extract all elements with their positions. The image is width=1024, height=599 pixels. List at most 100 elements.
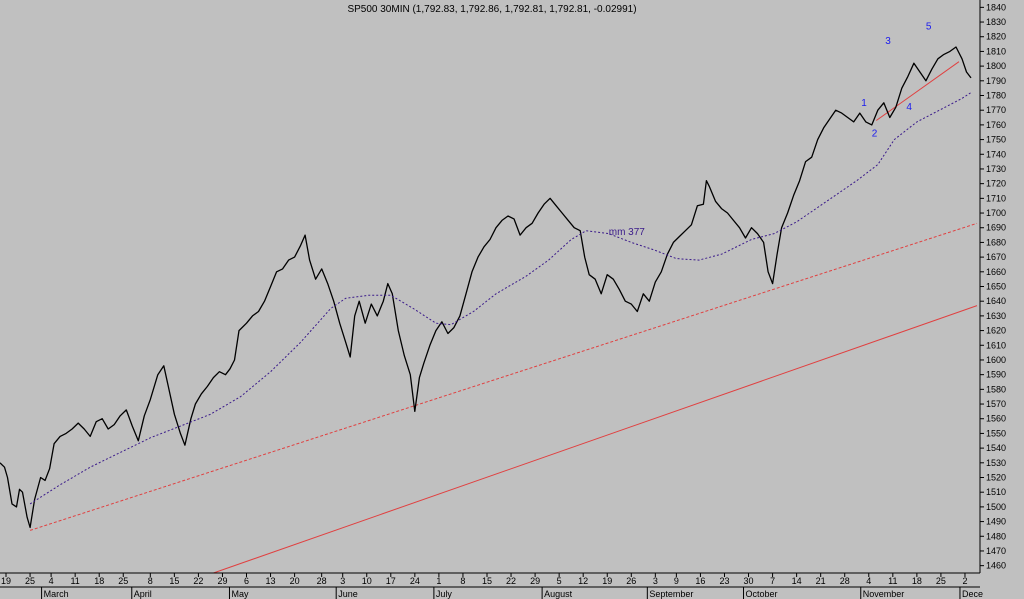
trendline bbox=[29, 222, 978, 531]
x-tick-label: 13 bbox=[266, 576, 276, 586]
y-tick-label: 1680 bbox=[986, 237, 1006, 247]
y-tick-label: 1580 bbox=[986, 384, 1006, 394]
y-tick-label: 1530 bbox=[986, 458, 1006, 468]
x-tick-label: 24 bbox=[410, 576, 420, 586]
y-tick-label: 1620 bbox=[986, 326, 1006, 336]
y-tick-label: 1760 bbox=[986, 120, 1006, 130]
y-tick-label: 1770 bbox=[986, 105, 1006, 115]
x-tick-label: 3 bbox=[653, 576, 658, 586]
x-tick-label: 3 bbox=[340, 576, 345, 586]
y-tick-label: 1840 bbox=[986, 2, 1006, 12]
y-tick-label: 1720 bbox=[986, 179, 1006, 189]
y-tick-label: 1700 bbox=[986, 208, 1006, 218]
y-tick-label: 1490 bbox=[986, 517, 1006, 527]
x-tick-label: 4 bbox=[49, 576, 54, 586]
y-tick-label: 1510 bbox=[986, 487, 1006, 497]
x-tick-label: 29 bbox=[217, 576, 227, 586]
annotations: mm 377 1 2 3 4 5 bbox=[609, 21, 932, 238]
x-tick-label: 14 bbox=[792, 576, 802, 586]
y-tick-label: 1830 bbox=[986, 17, 1006, 27]
y-tick-label: 1480 bbox=[986, 531, 1006, 541]
x-tick-label: 2 bbox=[962, 576, 967, 586]
x-tick-label: 12 bbox=[578, 576, 588, 586]
month-label: March bbox=[44, 589, 69, 599]
x-tick-label: 10 bbox=[362, 576, 372, 586]
y-tick-label: 1550 bbox=[986, 428, 1006, 438]
y-tick-label: 1730 bbox=[986, 164, 1006, 174]
y-tick-label: 1570 bbox=[986, 399, 1006, 409]
annotation-label: mm 377 bbox=[609, 227, 646, 238]
x-axis: 19 25 4 11 18 25 8 15 22 29 6 13 20 28 3 10 17 24 1 8 15 22 29… bbox=[0, 572, 983, 599]
x-tick-label: 8 bbox=[148, 576, 153, 586]
y-tick-label: 1810 bbox=[986, 46, 1006, 56]
y-tick-label: 1800 bbox=[986, 61, 1006, 71]
x-tick-label: 30 bbox=[744, 576, 754, 586]
annotation-label: 2 bbox=[872, 129, 878, 140]
y-tick-label: 1630 bbox=[986, 311, 1006, 321]
chart-title: SP500 30MIN (1,792.83, 1,792.86, 1,792.8… bbox=[347, 4, 636, 15]
y-tick-label: 1640 bbox=[986, 296, 1006, 306]
x-tick-label: 7 bbox=[770, 576, 775, 586]
x-tick-label: 11 bbox=[70, 576, 79, 586]
trendline bbox=[213, 305, 978, 574]
month-label: November bbox=[863, 589, 905, 599]
x-tick-label: 9 bbox=[674, 576, 679, 586]
y-tick-label: 1520 bbox=[986, 473, 1006, 483]
y-tick-label: 1590 bbox=[986, 370, 1006, 380]
y-tick-label: 1470 bbox=[986, 546, 1006, 556]
x-tick-label: 23 bbox=[719, 576, 729, 586]
x-tick-label: 15 bbox=[169, 576, 179, 586]
x-tick-label: 1 bbox=[436, 576, 441, 586]
x-tick-label: 21 bbox=[816, 576, 826, 586]
x-tick-label: 19 bbox=[1, 576, 11, 586]
x-tick-label: 25 bbox=[25, 576, 35, 586]
y-tick-label: 1790 bbox=[986, 76, 1006, 86]
month-label: July bbox=[436, 589, 453, 599]
month-label: October bbox=[746, 589, 778, 599]
y-tick-label: 1780 bbox=[986, 91, 1006, 101]
trendlines bbox=[29, 61, 978, 574]
x-tick-label: 18 bbox=[912, 576, 922, 586]
y-axis: 1460 1470 1480 1490 1500 1510 1520 1530 1540 1550… bbox=[979, 0, 1006, 573]
price-series-line bbox=[0, 46, 972, 529]
moving-average-line bbox=[29, 92, 972, 505]
y-tick-label: 1740 bbox=[986, 149, 1006, 159]
x-tick-label: 19 bbox=[602, 576, 612, 586]
x-tick-label: 28 bbox=[317, 576, 327, 586]
annotation-label: 1 bbox=[861, 98, 867, 109]
month-label: September bbox=[649, 589, 693, 599]
x-tick-label: 25 bbox=[936, 576, 946, 586]
month-label: August bbox=[544, 589, 573, 599]
x-tick-label: 20 bbox=[290, 576, 300, 586]
x-tick-label: 5 bbox=[557, 576, 562, 586]
annotation-label: 5 bbox=[926, 21, 932, 32]
x-tick-label: 17 bbox=[386, 576, 396, 586]
trendline bbox=[875, 61, 960, 121]
series bbox=[0, 46, 972, 529]
y-tick-label: 1710 bbox=[986, 193, 1006, 203]
y-tick-label: 1820 bbox=[986, 32, 1006, 42]
annotation-label: 4 bbox=[906, 102, 912, 113]
y-tick-label: 1670 bbox=[986, 252, 1006, 262]
y-tick-label: 1690 bbox=[986, 223, 1006, 233]
y-tick-label: 1750 bbox=[986, 135, 1006, 145]
x-tick-label: 4 bbox=[866, 576, 871, 586]
annotation-label: 3 bbox=[885, 36, 891, 47]
y-tick-label: 1460 bbox=[986, 561, 1006, 571]
x-tick-label: 29 bbox=[530, 576, 540, 586]
y-tick-label: 1650 bbox=[986, 282, 1006, 292]
y-tick-label: 1600 bbox=[986, 355, 1006, 365]
x-tick-label: 8 bbox=[460, 576, 465, 586]
month-label: Dece bbox=[962, 589, 983, 599]
x-tick-label: 6 bbox=[244, 576, 249, 586]
x-tick-label: 22 bbox=[193, 576, 203, 586]
x-tick-label: 22 bbox=[506, 576, 516, 586]
y-tick-label: 1660 bbox=[986, 267, 1006, 277]
y-tick-label: 1500 bbox=[986, 502, 1006, 512]
x-tick-label: 25 bbox=[118, 576, 128, 586]
x-tick-label: 26 bbox=[626, 576, 636, 586]
x-tick-label: 28 bbox=[840, 576, 850, 586]
y-tick-label: 1540 bbox=[986, 443, 1006, 453]
